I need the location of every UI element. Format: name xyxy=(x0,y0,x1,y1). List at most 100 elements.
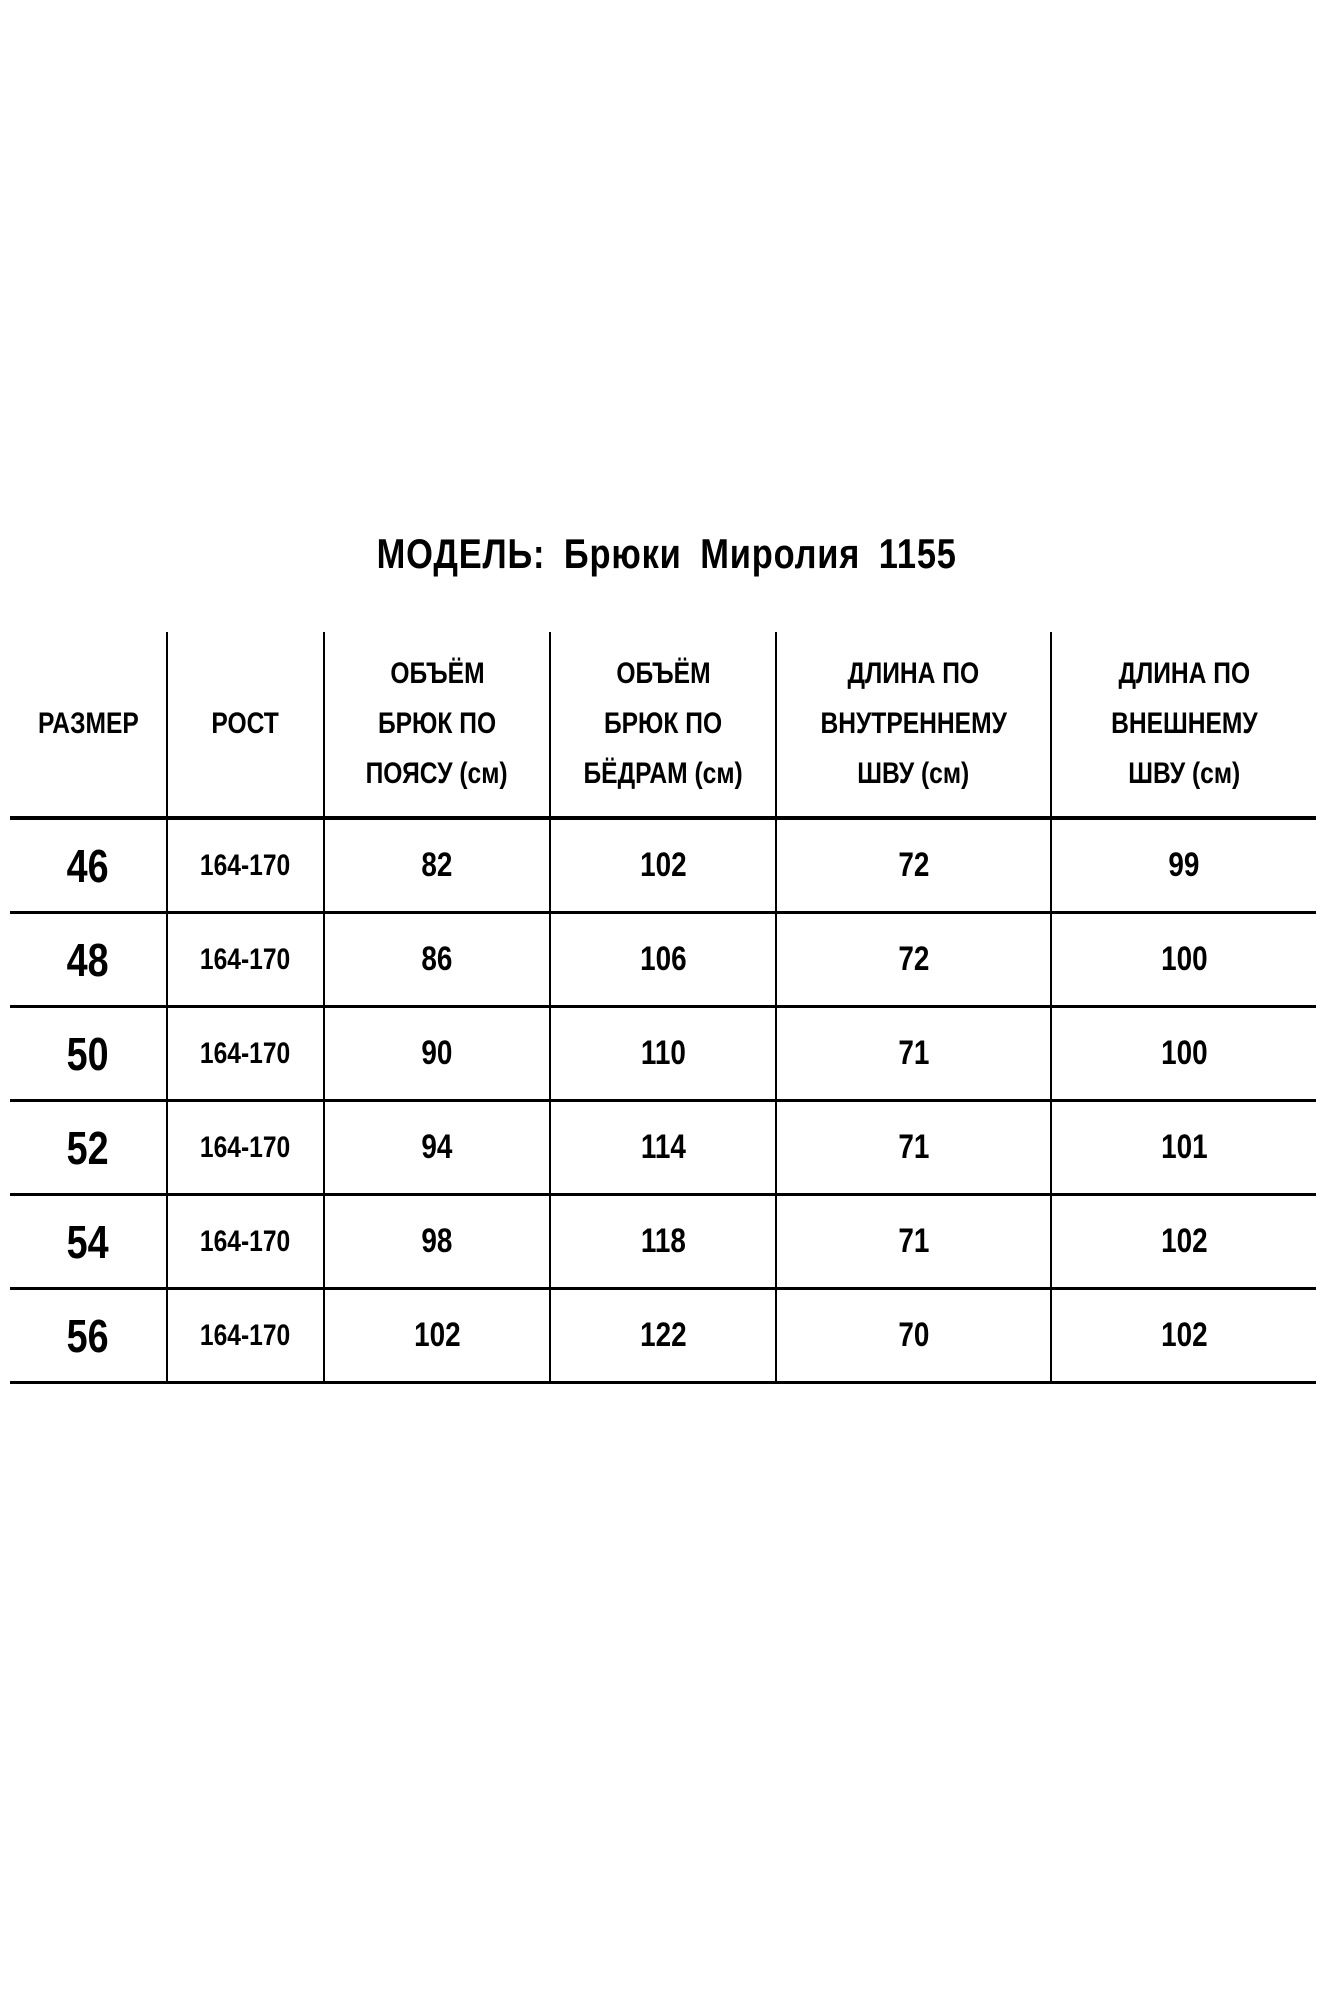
page-title: МОДЕЛЬ: Брюки Миролия 1155 xyxy=(376,530,957,577)
cell-value: 48 xyxy=(67,933,109,986)
column-header-line: ШВУ (см) xyxy=(857,757,970,790)
cell-value: 56 xyxy=(67,1309,109,1362)
table-cell: 164-170 xyxy=(166,912,324,1008)
column-header-line: ШВУ (см) xyxy=(1128,757,1240,790)
table-cell: 50 xyxy=(10,1006,167,1102)
table-cell: 82 xyxy=(323,818,550,914)
table-cell: 100 xyxy=(1050,1006,1316,1102)
table-cell: 56 xyxy=(10,1288,167,1384)
table-cell: 102 xyxy=(1050,1194,1316,1290)
cell-value: 102 xyxy=(1160,1316,1208,1354)
column-header-line: ДЛИНА ПО xyxy=(1118,657,1250,690)
table-cell: 110 xyxy=(549,1006,776,1102)
column-header: РАЗМЕР xyxy=(10,632,167,820)
column-header-line: ОБЪЁМ xyxy=(615,657,711,690)
table-row: 52 164-170 94 114 71 101 xyxy=(10,1100,1316,1196)
column-header-line: ДЛИНА ПО xyxy=(847,657,980,690)
cell-value: 164-170 xyxy=(200,1224,291,1258)
table-cell: 71 xyxy=(775,1006,1051,1102)
table-cell: 164-170 xyxy=(166,1100,324,1196)
column-header-line: БЁДРАМ (см) xyxy=(583,757,743,790)
table-row: 56 164-170 102 122 70 102 xyxy=(10,1288,1316,1384)
table-cell: 94 xyxy=(323,1100,550,1196)
cell-value: 164-170 xyxy=(200,1318,291,1352)
size-table: РАЗМЕР РОСТ ОБЪЁМ БРЮК ПО ПОЯСУ (см) ОБЪЁМ БРЮ… xyxy=(10,632,1316,1384)
cell-value: 122 xyxy=(639,1316,687,1354)
column-header: ОБЪЁМ БРЮК ПО БЁДРАМ (см) xyxy=(549,632,776,820)
table-cell: 122 xyxy=(549,1288,776,1384)
table-cell: 101 xyxy=(1050,1100,1316,1196)
table-cell: 106 xyxy=(549,912,776,1008)
table-cell: 164-170 xyxy=(166,1006,324,1102)
table-cell: 86 xyxy=(323,912,550,1008)
table-cell: 114 xyxy=(549,1100,776,1196)
cell-value: 102 xyxy=(413,1316,461,1354)
column-header-line: БРЮК ПО xyxy=(603,707,723,740)
cell-value: 71 xyxy=(897,1128,930,1166)
cell-value: 164-170 xyxy=(200,942,291,976)
table-cell: 72 xyxy=(775,912,1051,1008)
table-cell: 102 xyxy=(323,1288,550,1384)
cell-value: 101 xyxy=(1160,1128,1208,1166)
cell-value: 54 xyxy=(67,1215,109,1268)
table-cell: 102 xyxy=(549,818,776,914)
table-cell: 70 xyxy=(775,1288,1051,1384)
column-header: ДЛИНА ПО ВНЕШНЕМУ ШВУ (см) xyxy=(1050,632,1316,820)
cell-value: 72 xyxy=(897,940,930,978)
table-cell: 71 xyxy=(775,1100,1051,1196)
table-cell: 90 xyxy=(323,1006,550,1102)
table-row: 54 164-170 98 118 71 102 xyxy=(10,1194,1316,1290)
cell-value: 94 xyxy=(421,1128,453,1166)
column-header: РОСТ xyxy=(166,632,324,820)
column-header: ДЛИНА ПО ВНУТРЕННЕМУ ШВУ (см) xyxy=(775,632,1051,820)
cell-value: 71 xyxy=(897,1034,930,1072)
cell-value: 114 xyxy=(640,1128,686,1166)
table-row: 48 164-170 86 106 72 100 xyxy=(10,912,1316,1008)
column-header-line: ВНУТРЕННЕМУ xyxy=(820,707,1007,740)
table-row: 46 164-170 82 102 72 99 xyxy=(10,818,1316,914)
column-header-line: БРЮК ПО xyxy=(377,707,497,740)
cell-value: 164-170 xyxy=(200,848,291,882)
table-cell: 99 xyxy=(1050,818,1316,914)
cell-value: 46 xyxy=(67,839,109,892)
cell-value: 98 xyxy=(421,1222,453,1260)
cell-value: 99 xyxy=(1168,846,1200,884)
column-header-line: ОБЪЁМ xyxy=(389,657,485,690)
cell-value: 118 xyxy=(640,1222,686,1260)
column-header-line: РОСТ xyxy=(211,707,280,740)
table-cell: 52 xyxy=(10,1100,167,1196)
cell-value: 102 xyxy=(639,846,687,884)
cell-value: 82 xyxy=(421,846,453,884)
cell-value: 100 xyxy=(1160,1034,1208,1072)
table-cell: 48 xyxy=(10,912,167,1008)
header-row: РАЗМЕР РОСТ ОБЪЁМ БРЮК ПО ПОЯСУ (см) ОБЪЁМ БРЮ… xyxy=(10,632,1316,820)
column-header-line: РАЗМЕР xyxy=(37,707,139,740)
table-cell: 164-170 xyxy=(166,1194,324,1290)
table-cell: 118 xyxy=(549,1194,776,1290)
cell-value: 70 xyxy=(897,1316,930,1354)
cell-value: 164-170 xyxy=(200,1130,291,1164)
cell-value: 71 xyxy=(897,1222,930,1260)
table-row: 50 164-170 90 110 71 100 xyxy=(10,1006,1316,1102)
table-cell: 164-170 xyxy=(166,818,324,914)
column-header-line: ПОЯСУ (см) xyxy=(365,757,509,790)
table-cell: 102 xyxy=(1050,1288,1316,1384)
cell-value: 110 xyxy=(640,1034,686,1072)
table-cell: 54 xyxy=(10,1194,167,1290)
cell-value: 52 xyxy=(67,1121,109,1174)
cell-value: 72 xyxy=(897,846,930,884)
table-cell: 71 xyxy=(775,1194,1051,1290)
table-cell: 100 xyxy=(1050,912,1316,1008)
table-cell: 98 xyxy=(323,1194,550,1290)
cell-value: 90 xyxy=(421,1034,453,1072)
cell-value: 100 xyxy=(1160,940,1208,978)
cell-value: 164-170 xyxy=(200,1036,291,1070)
table-cell: 46 xyxy=(10,818,167,914)
cell-value: 102 xyxy=(1160,1222,1208,1260)
cell-value: 50 xyxy=(67,1027,109,1080)
cell-value: 106 xyxy=(639,940,687,978)
column-header: ОБЪЁМ БРЮК ПО ПОЯСУ (см) xyxy=(323,632,550,820)
cell-value: 86 xyxy=(421,940,453,978)
table-cell: 72 xyxy=(775,818,1051,914)
column-header-line: ВНЕШНЕМУ xyxy=(1110,707,1258,740)
